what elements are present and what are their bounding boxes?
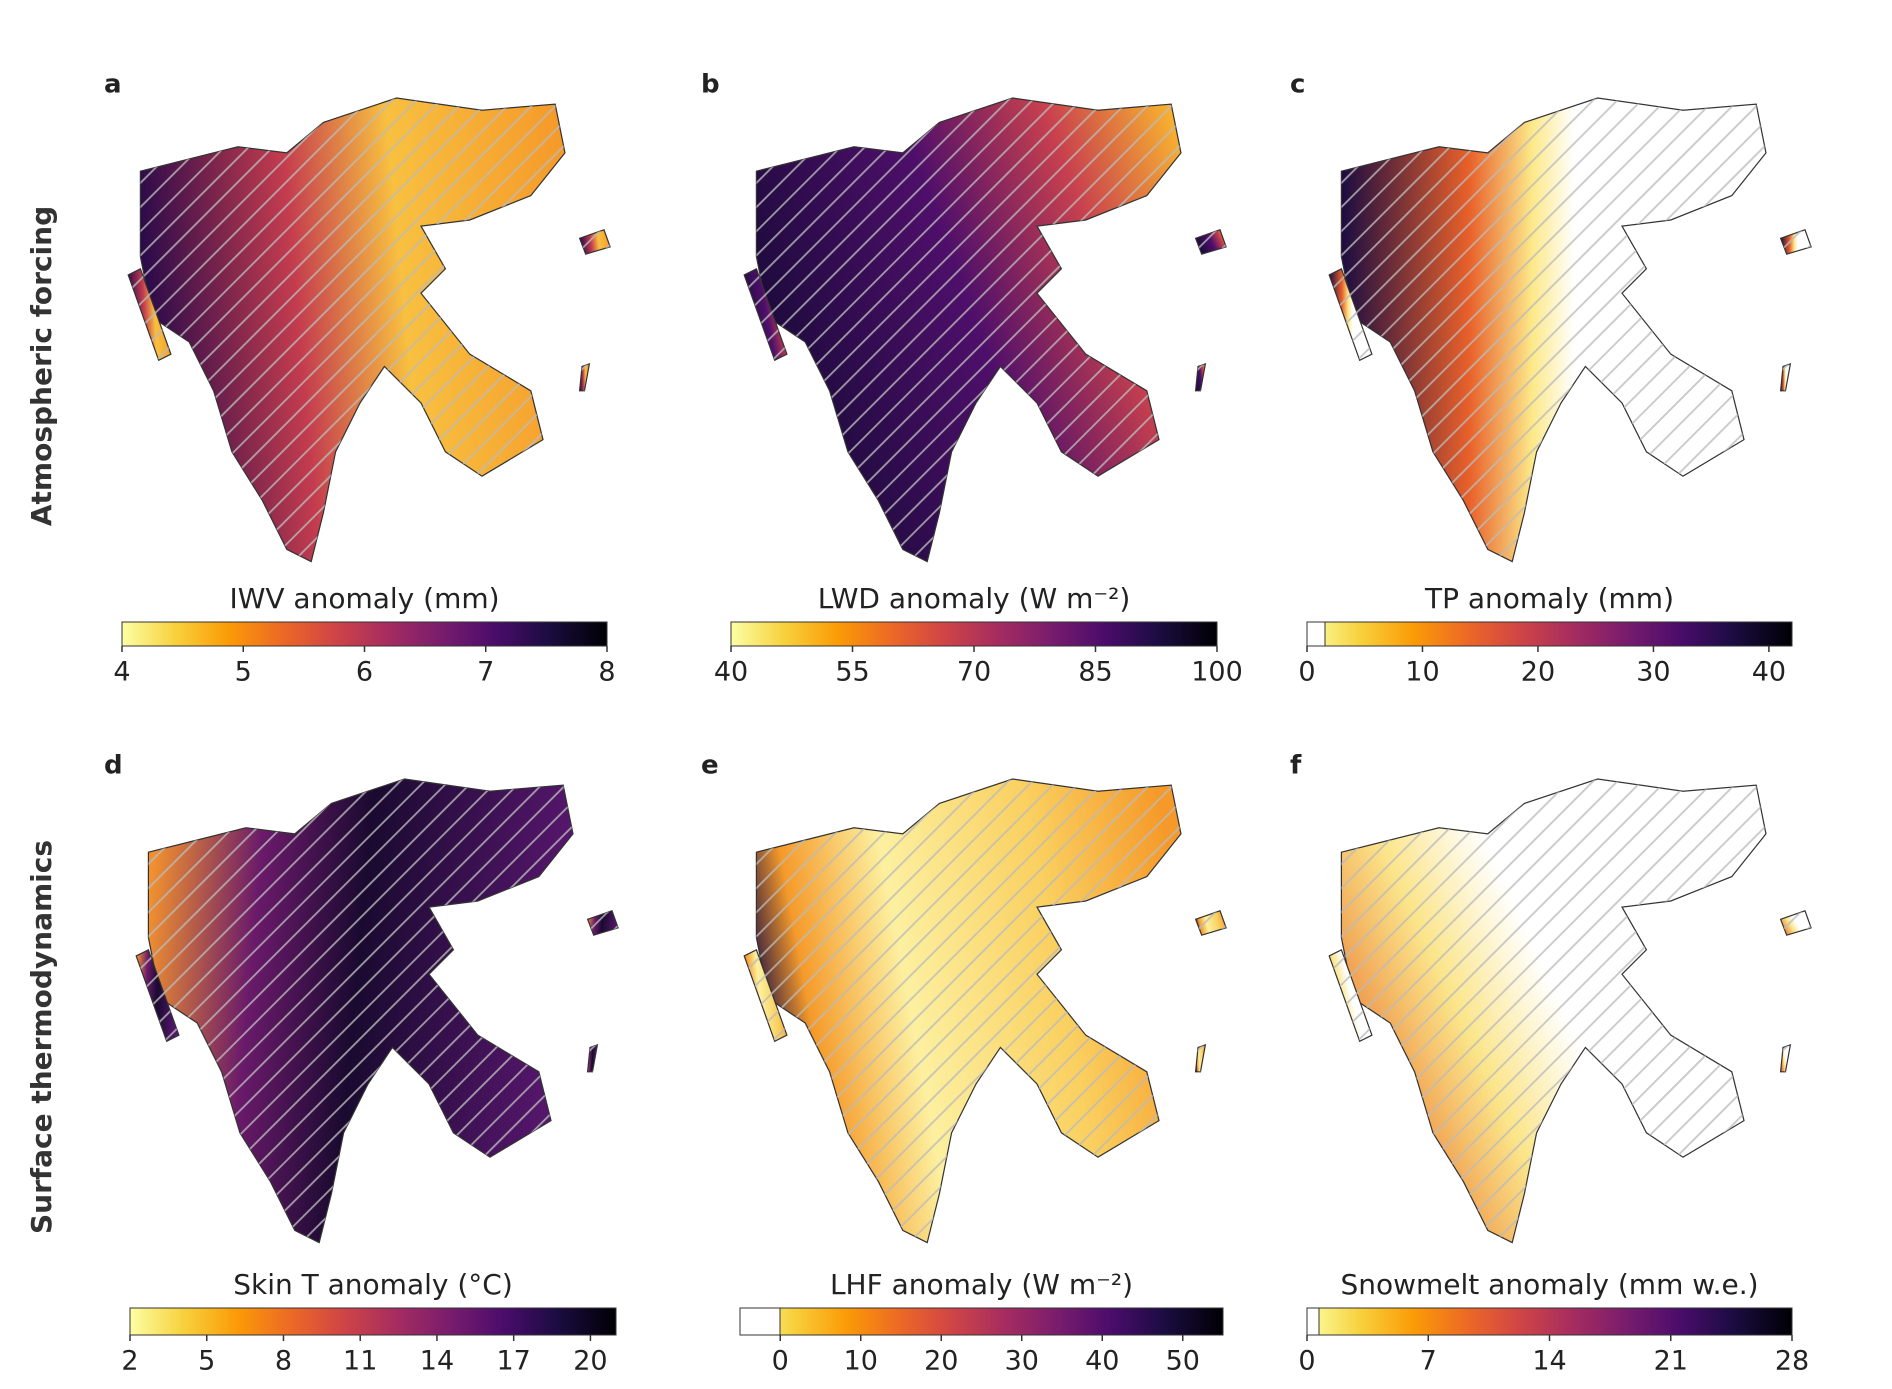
colorbar [739,1307,1224,1336]
tick-label: 7 [1420,1346,1437,1377]
panel-letter: b [701,70,720,100]
tick-label: 100 [1191,657,1243,688]
tick-label: 20 [573,1346,607,1377]
tick-label: 5 [198,1346,215,1377]
map-hatching [744,98,1227,562]
tick-label: 20 [924,1346,958,1377]
tick-label: 30 [1636,657,1670,688]
tick-label: 10 [844,1346,878,1377]
map [743,97,1227,563]
map-hatching [744,779,1227,1243]
map-hatching [1329,98,1812,562]
tick-label: 4 [113,657,130,688]
map [743,778,1227,1244]
colorbar [1306,1307,1793,1336]
colorbar [1306,621,1793,647]
panel-letter: e [701,751,719,781]
map-hatching [128,98,611,562]
tick-label: 14 [1532,1346,1566,1377]
map [1328,778,1812,1244]
row-label: Atmospheric forcing [25,206,58,526]
tick-label: 0 [772,1346,789,1377]
tick-label: 10 [1405,657,1439,688]
tick-label: 70 [957,657,991,688]
panel-letter: d [104,751,123,781]
tick-label: 0 [1298,657,1315,688]
colorbar [129,1307,617,1336]
tick-label: 20 [1521,657,1555,688]
map-hatching [136,779,619,1243]
tick-label: 7 [477,657,494,688]
tick-label: 40 [1752,657,1786,688]
tick-label: 8 [598,657,615,688]
tick-label: 40 [1085,1346,1119,1377]
tick-label: 85 [1078,657,1112,688]
map-hatching [1329,779,1812,1243]
map [127,97,611,563]
tick-label: 17 [497,1346,531,1377]
panel-letter: c [1290,70,1305,100]
colorbar-label: LHF anomaly (W m⁻²) [830,1268,1133,1301]
panel-letter: f [1290,751,1302,781]
colorbar-white [1306,621,1326,647]
tick-label: 6 [356,657,373,688]
colorbar-label: Snowmelt anomaly (mm w.e.) [1340,1268,1758,1301]
colorbar-label: Skin T anomaly (°C) [233,1268,513,1301]
tick-label: 55 [835,657,869,688]
colorbar [121,621,608,647]
tick-label: 0 [1298,1346,1315,1377]
colorbar-white [1306,1307,1320,1336]
colorbar-white [739,1307,781,1336]
tick-label: 8 [275,1346,292,1377]
colorbar-label: LWD anomaly (W m⁻²) [818,582,1131,615]
tick-label: 2 [121,1346,138,1377]
tick-label: 11 [343,1346,377,1377]
map [1328,97,1812,563]
colorbar-label: TP anomaly (mm) [1424,582,1674,615]
tick-label: 40 [714,657,748,688]
panel-letter: a [104,70,122,100]
tick-label: 5 [235,657,252,688]
tick-label: 21 [1654,1346,1688,1377]
map [135,778,619,1244]
row-label: Surface thermodynamics [25,840,58,1234]
tick-label: 50 [1166,1346,1200,1377]
tick-label: 30 [1005,1346,1039,1377]
tick-label: 28 [1775,1346,1809,1377]
tick-label: 14 [420,1346,454,1377]
colorbar [730,621,1218,647]
colorbar-label: IWV anomaly (mm) [229,582,499,615]
